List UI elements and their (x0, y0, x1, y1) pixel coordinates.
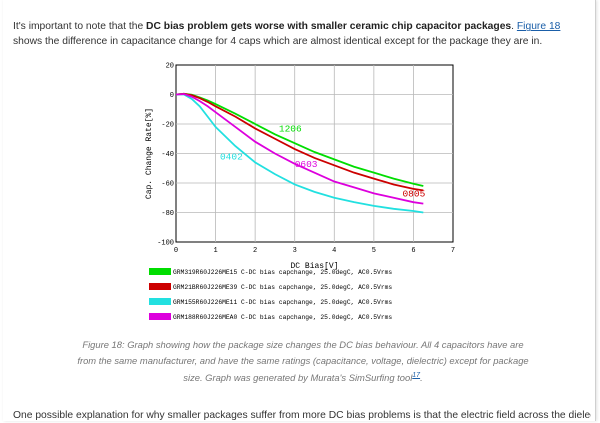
legend-swatch-1206 (149, 268, 171, 275)
x-tick-label: 0 (174, 247, 178, 255)
legend-swatch-0805 (149, 283, 171, 290)
intro-bold-text: DC bias problem gets worse with smaller … (146, 21, 512, 33)
legend-swatch-0603 (149, 313, 171, 320)
next-paragraph: One possible explanation for why smaller… (13, 410, 591, 421)
series-label-1206: 1206 (279, 123, 302, 134)
series-line-0402 (176, 93, 424, 214)
x-axis-label: DC Bias[V] (290, 262, 338, 271)
y-tick-label: -100 (157, 240, 174, 248)
y-tick-label: 20 (166, 63, 174, 71)
y-axis-label: Cap. Change Rate[%] (145, 108, 154, 199)
intro-text-after: shows the difference in capacitance chan… (13, 36, 543, 48)
intro-text-mid: . (511, 21, 517, 33)
y-tick-label: 0 (170, 92, 174, 100)
intro-paragraph: It's important to note that the DC bias … (13, 19, 591, 49)
legend-entry-0805: GRM21BR60J226ME39 C-DC bias capchange, 2… (173, 284, 392, 291)
x-tick-label: 3 (293, 247, 297, 255)
series-label-0805: 0805 (402, 188, 425, 199)
y-tick-label: -20 (161, 122, 174, 130)
x-tick-label: 5 (372, 247, 376, 255)
footnote-17-link[interactable]: 17 (412, 372, 421, 379)
x-tick-label: 2 (253, 247, 257, 255)
article-frame: It's important to note that the DC bias … (3, 0, 596, 421)
figure-18-link[interactable]: Figure 18 (516, 21, 561, 33)
y-tick-label: -80 (161, 210, 174, 218)
legend-entry-0603: GRM188R60J226MEA0 C-DC bias capchange, 2… (173, 314, 392, 321)
dc-bias-chart: 0 1 2 3 4 5 6 7 20 0 -20 -40 -60 -80 -100 DC Bias[V] Cap… (145, 63, 455, 322)
series-label-0402: 0402 (220, 151, 243, 162)
intro-text-before: It's important to note that the (13, 21, 147, 33)
x-tick-label: 4 (332, 247, 336, 255)
series-line-0603 (175, 93, 424, 205)
caption-text: Figure 18: Graph showing how the package… (77, 339, 529, 384)
legend-entry-0402: GRM155R60J226ME11 C-DC bias capchange, 2… (173, 299, 392, 306)
legend-entry-1206: GRM319R60J226ME15 C-DC bias capchange, 2… (173, 269, 392, 276)
x-tick-label: 6 (411, 247, 415, 255)
legend-swatch-0402 (149, 298, 171, 305)
y-tick-label: -40 (161, 151, 174, 159)
x-tick-label: 1 (213, 247, 217, 255)
figure-caption: Figure 18: Graph showing how the package… (73, 337, 533, 386)
y-tick-label: -60 (161, 181, 174, 189)
series-label-0603: 0603 (295, 159, 318, 170)
series-line-0805 (175, 92, 424, 192)
x-tick-label: 7 (451, 247, 455, 255)
caption-end: . (420, 372, 423, 384)
